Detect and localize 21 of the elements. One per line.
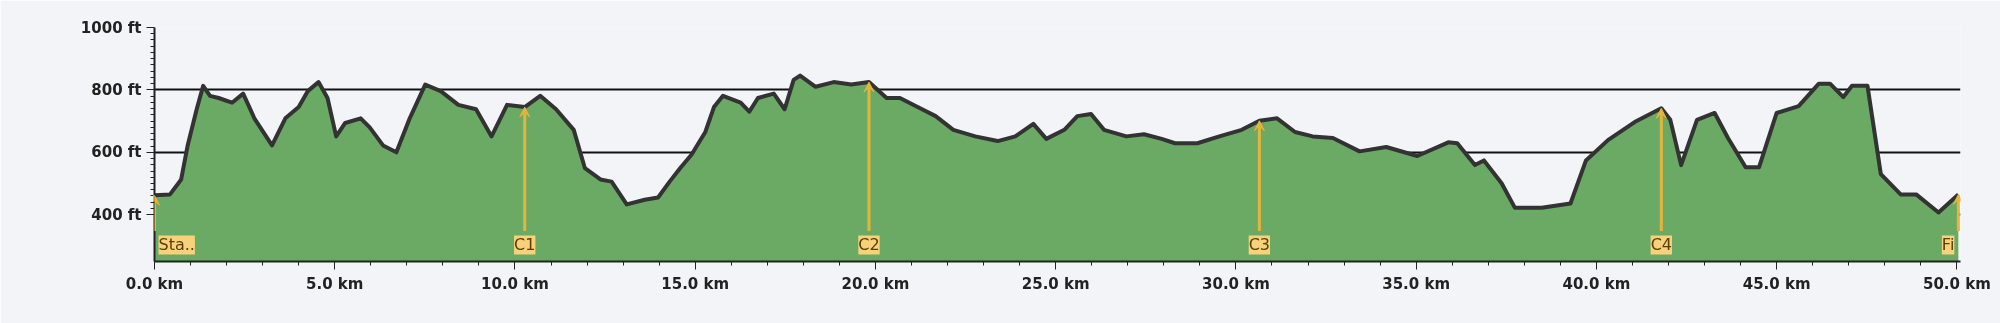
x-tick-label: 50.0 km — [1922, 274, 1991, 293]
annotation: C1 — [514, 235, 536, 255]
annotation: C2 — [858, 235, 880, 255]
x-tick-label: 30.0 km — [1202, 274, 1270, 293]
x-tick-label: 40.0 km — [1562, 274, 1631, 293]
annotation: Fi — [1941, 235, 1955, 255]
x-tick-label: 15.0 km — [661, 274, 730, 293]
y-tick-label: 800 ft — [91, 80, 142, 99]
annotation: C3 — [1248, 235, 1271, 255]
x-tick-label: 10.0 km — [481, 274, 549, 293]
y-tick-label: 400 ft — [91, 205, 142, 224]
x-tick-label: 45.0 km — [1742, 274, 1811, 293]
annotation: Sta.. — [158, 235, 195, 255]
x-tick-label: 25.0 km — [1021, 274, 1090, 293]
x-tick-label: 0.0 km — [125, 274, 184, 293]
annotation: C4 — [1650, 235, 1672, 255]
x-tick-label: 5.0 km — [306, 274, 364, 293]
y-tick-label: 1000 ft — [80, 18, 142, 37]
x-tick-label: 35.0 km — [1382, 274, 1451, 293]
x-tick-label: 20.0 km — [841, 274, 910, 293]
y-tick-label: 600 ft — [91, 143, 142, 162]
